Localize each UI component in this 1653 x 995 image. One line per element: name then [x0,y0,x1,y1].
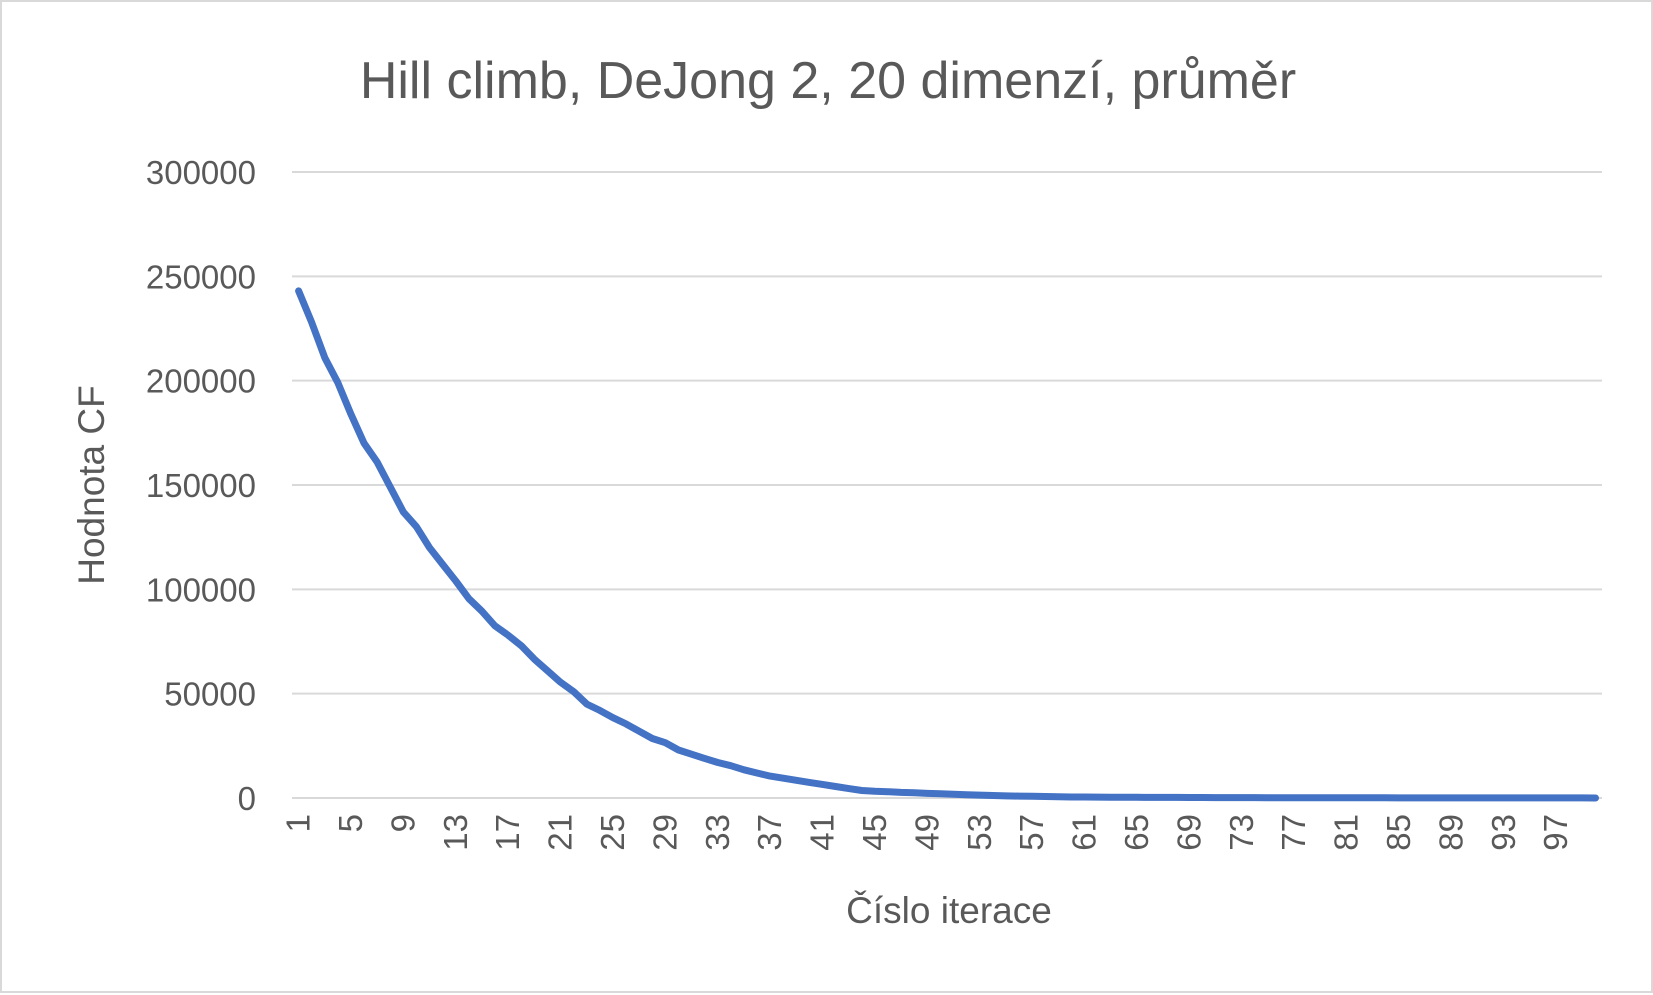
x-tick-label: 85 [1380,814,1417,851]
x-tick-label: 1 [280,814,317,832]
x-tick-label: 9 [384,814,421,832]
x-tick-label: 73 [1223,814,1260,851]
x-tick-label: 61 [1066,814,1103,851]
x-tick-label: 13 [437,814,474,851]
x-tick-label: 21 [542,814,579,851]
x-axis-title: Číslo iterace [846,890,1052,931]
y-tick-label: 250000 [146,258,256,295]
y-tick-label: 0 [238,780,256,817]
x-tick-label: 53 [961,814,998,851]
x-tick-label: 81 [1328,814,1365,851]
series-layer [295,287,1599,802]
y-tick-label: 50000 [164,676,256,713]
x-tick-label: 65 [1118,814,1155,851]
x-tick-label: 29 [646,814,683,851]
y-axis-tick-labels: 0 50000 100000 150000 200000 250000 300000 [146,154,256,817]
series-line [295,287,1599,802]
chart-title: Hill climb, DeJong 2, 20 dimenzí, průměr [360,52,1296,110]
y-tick-label: 200000 [146,363,256,400]
y-axis-title: Hodnota CF [71,385,112,585]
x-tick-label: 33 [699,814,736,851]
x-tick-label: 17 [489,814,526,851]
x-tick-label: 97 [1537,814,1574,851]
y-tick-label: 100000 [146,571,256,608]
x-tick-label: 49 [908,814,945,851]
x-tick-label: 57 [1013,814,1050,851]
x-tick-label: 45 [856,814,893,851]
x-tick-label: 93 [1485,814,1522,851]
x-tick-label: 69 [1170,814,1207,851]
y-tick-label: 150000 [146,467,256,504]
gridlines [292,171,1602,799]
x-tick-label: 41 [804,814,841,851]
x-tick-label: 25 [594,814,631,851]
x-tick-label: 77 [1275,814,1312,851]
x-tick-label: 5 [332,814,369,832]
y-tick-label: 300000 [146,154,256,191]
x-tick-label: 89 [1432,814,1469,851]
x-axis-tick-labels: 1 5 9 13 17 21 25 29 33 37 41 45 49 53 57 61 65 69 73 77 81 8… [280,814,1575,851]
x-tick-label: 37 [751,814,788,851]
